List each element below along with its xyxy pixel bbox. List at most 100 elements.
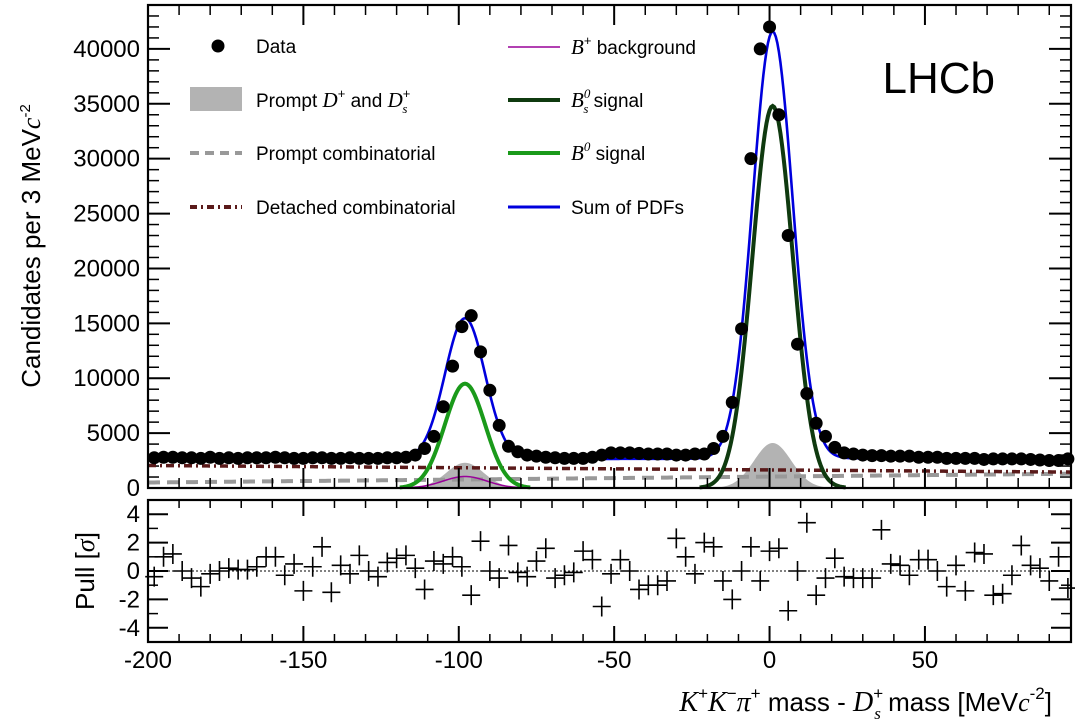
pull-point <box>751 570 770 591</box>
lhcb-brand-label: LHCb <box>883 54 996 103</box>
data-point <box>315 451 329 465</box>
legend-entry-prompt-ds: Prompt D+ and D+ s <box>190 86 410 116</box>
data-point <box>669 448 683 462</box>
data-point <box>791 337 805 351</box>
data-point <box>651 447 665 461</box>
data-point <box>166 450 180 464</box>
pull-point <box>965 542 984 563</box>
data-point <box>725 395 739 409</box>
data-point <box>436 400 450 414</box>
data-point <box>567 451 581 465</box>
data-point <box>986 452 1000 466</box>
pull-point <box>657 570 676 591</box>
pull-point <box>1049 546 1068 567</box>
pull-point <box>797 512 816 533</box>
data-point <box>464 309 478 323</box>
data-point <box>222 451 236 465</box>
pull-point <box>424 551 443 572</box>
legend-entry-bplus: B+ background <box>508 33 696 59</box>
data-point <box>800 387 814 401</box>
legend-label-data: Data <box>256 37 297 58</box>
data-point <box>977 452 991 466</box>
main-frame <box>146 3 1073 490</box>
pull-point <box>583 549 602 570</box>
pull-point <box>154 546 173 567</box>
pull-point <box>499 535 518 556</box>
data-point <box>1014 452 1028 466</box>
legend-entry-sum: Sum of PDFs <box>508 198 684 219</box>
pull-point <box>1040 570 1059 591</box>
pull-y-ticks <box>148 499 1071 643</box>
pull-point <box>891 555 910 576</box>
data-point <box>865 449 879 463</box>
pull-point <box>937 576 956 597</box>
pull-point <box>900 565 919 586</box>
pull-point <box>574 541 593 562</box>
data-point <box>231 451 245 465</box>
pull-y-tick-label: 2 <box>127 530 140 557</box>
data-point <box>250 451 264 465</box>
data-point <box>324 451 338 465</box>
pull-point <box>1030 558 1049 579</box>
pull-point <box>359 561 378 581</box>
prompt-combinatorial-curve <box>147 471 1072 485</box>
pull-point <box>219 558 238 579</box>
data-point <box>753 42 767 56</box>
pull-point <box>452 556 471 577</box>
pull-point <box>974 543 993 564</box>
pull-point <box>322 582 341 603</box>
data-point <box>996 452 1010 466</box>
data-point <box>688 447 702 461</box>
data-point <box>874 449 888 463</box>
legend-entry-data: Data <box>211 37 297 58</box>
pull-point <box>341 563 360 584</box>
main-panel: 0 5000 10000 15000 20000 25000 30000 35000 40000… <box>16 3 1075 502</box>
data-point <box>856 448 870 462</box>
b0-signal-curve <box>399 381 531 490</box>
pull-point <box>368 566 387 587</box>
detached-combinatorial-curve <box>147 463 1072 474</box>
data-point <box>548 451 562 465</box>
pull-point <box>592 596 611 617</box>
pull-point <box>881 553 900 574</box>
pull-point <box>1002 565 1021 586</box>
pull-point <box>769 538 788 559</box>
data-point <box>343 451 357 465</box>
pull-point <box>1012 535 1031 556</box>
pull-point <box>779 600 798 621</box>
data-point <box>268 450 282 464</box>
pull-point <box>919 549 938 570</box>
main-y-tick-label: 40000 <box>73 36 140 63</box>
x-axis-label: K+K−π+ mass - D+ s mass [MeVc-2] <box>678 684 1052 722</box>
x-tick-label: 0 <box>763 647 776 674</box>
data-point <box>334 451 348 465</box>
legend-label-prompt-ds: Prompt D+ and D+ s <box>256 86 410 116</box>
data-point <box>446 359 460 373</box>
prompt-ds-peak-1 <box>390 462 540 488</box>
data-point <box>958 451 972 465</box>
legend-marker-prompt-ds <box>190 87 242 111</box>
pull-frame <box>146 498 1073 644</box>
legend-label-detached-comb: Detached combinatorial <box>256 198 456 219</box>
pull-point <box>713 570 732 591</box>
main-y-tick-label: 30000 <box>73 146 140 173</box>
data-point <box>1042 454 1056 468</box>
main-y-tick-labels: 0 5000 10000 15000 20000 25000 30000 35000 40000 <box>73 36 140 502</box>
data-point <box>157 450 171 464</box>
pull-point <box>1058 578 1075 599</box>
main-y-tick-label: 10000 <box>73 365 140 392</box>
pull-point <box>835 566 854 587</box>
data-point <box>175 451 189 465</box>
data-point <box>781 229 795 243</box>
pull-point <box>396 545 415 566</box>
pull-point <box>480 561 499 581</box>
main-y-tick-label: 5000 <box>87 420 140 447</box>
pull-point <box>490 568 509 589</box>
pull-point <box>947 555 966 576</box>
pull-point <box>611 549 630 570</box>
pull-point <box>471 531 490 552</box>
pull-point <box>863 568 882 589</box>
main-y-tick-label: 15000 <box>73 310 140 337</box>
data-point <box>641 447 655 461</box>
data-point <box>912 450 926 464</box>
